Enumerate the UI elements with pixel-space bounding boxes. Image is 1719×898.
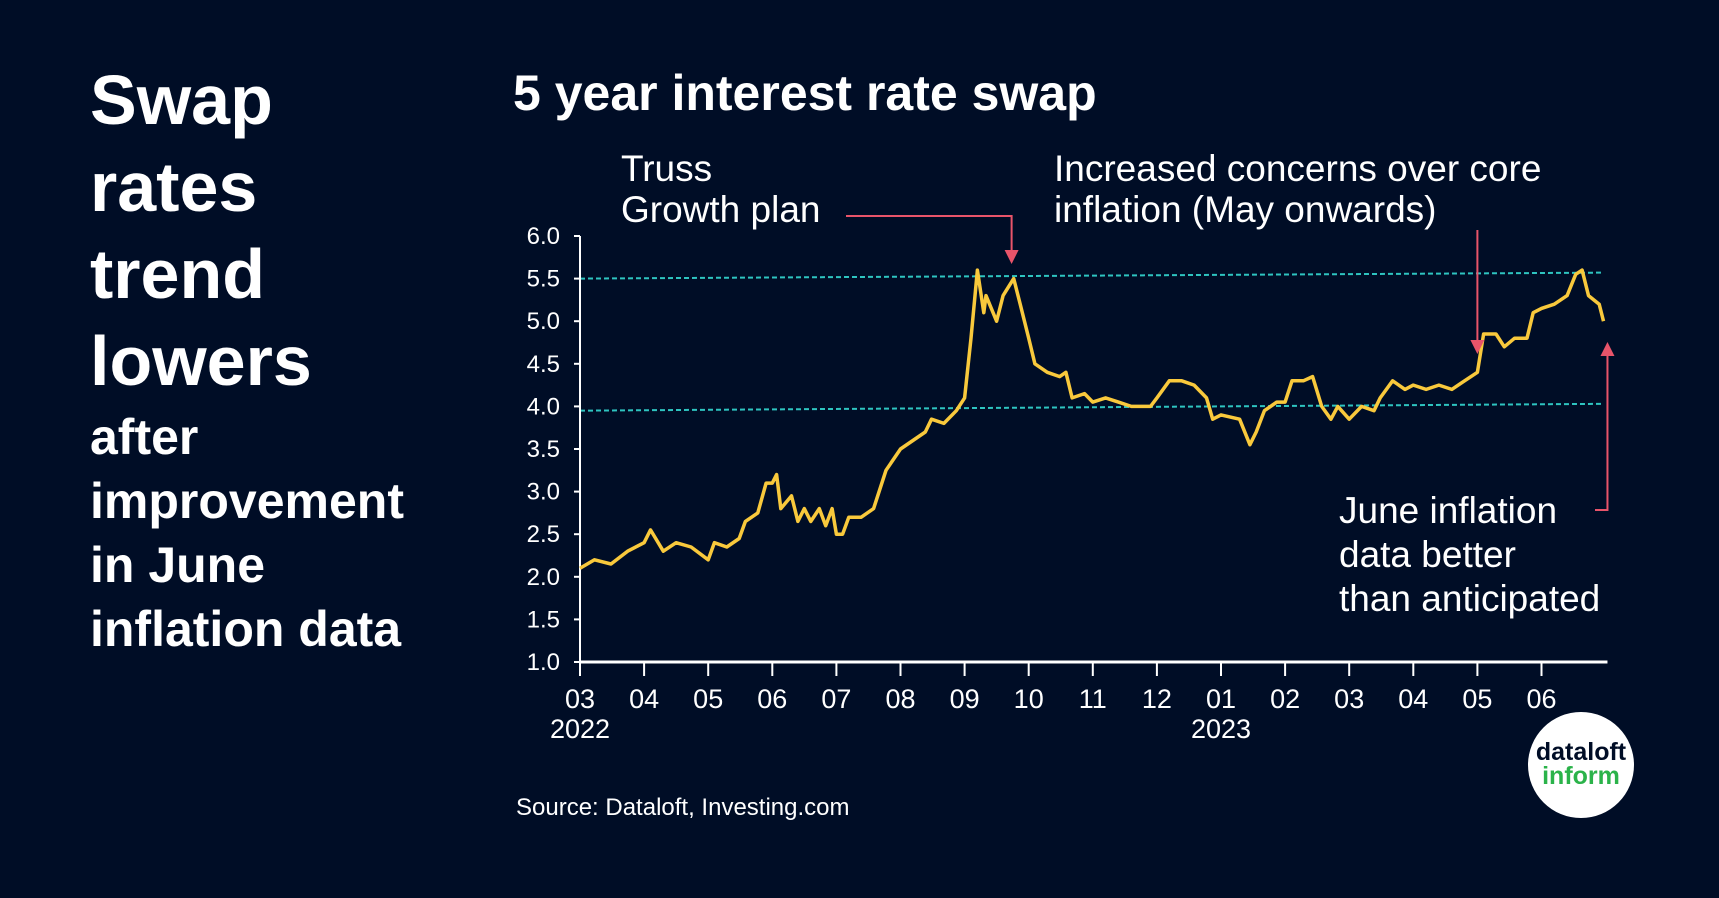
x-tick-label: 05 xyxy=(1462,684,1492,714)
x-tick-label: 07 xyxy=(821,684,851,714)
annotation-text: June inflation xyxy=(1339,490,1558,531)
chart-title: 5 year interest rate swap xyxy=(513,65,1097,121)
y-tick-label: 5.5 xyxy=(527,266,560,293)
x-year-label: 2023 xyxy=(1191,714,1251,744)
x-tick-label: 03 xyxy=(565,684,595,714)
annotation-text: data better xyxy=(1339,534,1516,575)
x-tick-label: 02 xyxy=(1270,684,1300,714)
x-tick-label: 06 xyxy=(1526,684,1556,714)
source-note: Source: Dataloft, Investing.com xyxy=(516,794,850,821)
reference-line xyxy=(579,271,1604,280)
annotation-arrow xyxy=(846,215,1013,250)
annotation-core-inflation: Increased concerns over core inflation (… xyxy=(1054,148,1541,230)
annotation-text: Growth plan xyxy=(621,189,821,230)
headline: Swap rates trend lowers after improvemen… xyxy=(90,57,404,661)
y-tick-label: 5.0 xyxy=(527,308,560,335)
annotation-arrow xyxy=(1595,356,1609,511)
y-tick-label: 1.0 xyxy=(527,649,560,676)
x-tick-label: 10 xyxy=(1014,684,1044,714)
headline-subline: improvement xyxy=(90,473,404,529)
x-tick-label: 11 xyxy=(1079,684,1107,714)
series-line xyxy=(579,268,1606,570)
x-tick-label: 04 xyxy=(1398,684,1428,714)
y-tick-label: 4.0 xyxy=(527,393,560,420)
annotation-text: inflation (May onwards) xyxy=(1054,189,1437,230)
reference-line xyxy=(579,402,1604,412)
annotation-text: Increased concerns over core xyxy=(1054,148,1542,189)
x-tick-label: 01 xyxy=(1206,684,1236,714)
logo-text: dataloft xyxy=(1535,738,1627,766)
y-tick-label: 1.5 xyxy=(527,606,560,633)
arrow-head xyxy=(1470,340,1485,354)
y-tick-label: 3.0 xyxy=(527,479,560,506)
x-tick-label: 04 xyxy=(629,684,659,714)
annotation-text: Truss xyxy=(621,148,713,189)
annotation-text: than anticipated xyxy=(1339,578,1601,619)
annotation-june-inflation: June inflation data better than anticipa… xyxy=(1339,489,1600,621)
headline-line: trend xyxy=(90,235,265,313)
x-tick-label: 08 xyxy=(885,684,915,714)
x-tick-label: 06 xyxy=(757,684,787,714)
headline-subline: in June xyxy=(90,537,266,593)
headline-line: Swap xyxy=(90,61,273,139)
y-tick-label: 2.5 xyxy=(527,521,560,548)
headline-line: lowers xyxy=(90,322,312,400)
arrow-head xyxy=(1600,342,1615,356)
x-tick-label: 12 xyxy=(1142,684,1172,714)
y-tick-label: 6.0 xyxy=(527,223,560,250)
dataloft-logo: dataloft inform xyxy=(1528,712,1634,818)
annotation-truss: Truss Growth plan xyxy=(621,148,821,230)
y-tick-label: 2.0 xyxy=(527,564,560,591)
x-tick-label: 05 xyxy=(693,684,723,714)
headline-subline: after xyxy=(90,409,199,465)
headline-line: rates xyxy=(90,148,258,226)
x-tick-label: 03 xyxy=(1334,684,1364,714)
logo-text: inform xyxy=(1542,762,1620,790)
x-year-label: 2022 xyxy=(550,714,610,744)
x-tick-label: 09 xyxy=(950,684,980,714)
y-tick-label: 4.5 xyxy=(527,351,560,378)
headline-subline: inflation data xyxy=(90,601,402,657)
y-tick-label: 3.5 xyxy=(527,436,560,463)
arrow-head xyxy=(1004,250,1019,264)
